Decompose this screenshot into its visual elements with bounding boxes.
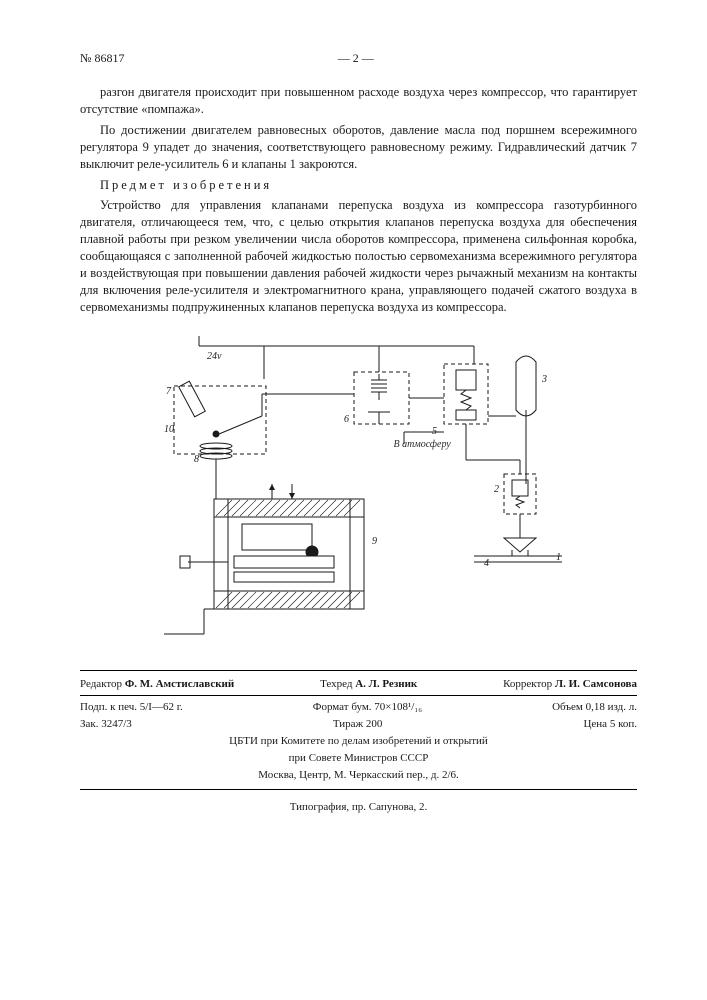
svg-text:24v: 24v	[207, 351, 222, 362]
techred: Техред А. Л. Резник	[320, 677, 417, 692]
corrector: Корректор Л. И. Самсонова	[503, 677, 637, 692]
svg-text:6: 6	[344, 414, 349, 425]
typography-line: Типография, пр. Сапунова, 2.	[80, 800, 637, 815]
svg-text:10: 10	[164, 424, 174, 435]
svg-text:2: 2	[494, 484, 499, 495]
svg-text:4: 4	[484, 558, 489, 569]
svg-text:3: 3	[541, 374, 547, 385]
tirazh: Тираж 200	[333, 717, 383, 732]
order-num: Зак. 3247/3	[80, 717, 132, 732]
schematic-diagram: 24v	[144, 334, 574, 644]
org-line-1: ЦБТИ при Комитете по делам изобретений и…	[80, 734, 637, 749]
page-number: — 2 —	[338, 50, 374, 66]
doc-number: № 86817	[80, 50, 124, 66]
editor: Редактор Ф. М. Амстиславский	[80, 677, 234, 692]
price: Цена 5 коп.	[583, 717, 637, 732]
org-line-2: при Совете Министров СССР	[80, 751, 637, 766]
org-address: Москва, Центр, М. Черкасский пер., д. 2/…	[80, 768, 637, 783]
svg-text:8: 8	[194, 454, 199, 465]
atmosphere-label: В атмосферу	[394, 438, 451, 452]
format: Формат бум. 70×108¹/₁₆	[313, 700, 422, 715]
volume: Объем 0,18 изд. л.	[552, 700, 637, 715]
body-text: разгон двигателя происходит при повышенн…	[80, 84, 637, 315]
paragraph-1: разгон двигателя происходит при повышенн…	[80, 84, 637, 118]
patent-page: № 86817 — 2 — разгон двигателя происходи…	[0, 0, 707, 1000]
svg-text:9: 9	[372, 536, 377, 547]
sign-date: Подп. к печ. 5/I—62 г.	[80, 700, 183, 715]
svg-text:1: 1	[556, 552, 561, 563]
imprint-block: Редактор Ф. М. Амстиславский Техред А. Л…	[80, 670, 637, 790]
page-header: № 86817 — 2 —	[80, 50, 637, 66]
svg-text:7: 7	[166, 386, 172, 397]
section-title: Предмет изобретения	[80, 177, 637, 194]
svg-text:5: 5	[432, 426, 437, 437]
paragraph-2: По достижении двигателем равновесных обо…	[80, 122, 637, 173]
claim-paragraph: Устройство для управления клапанами пере…	[80, 197, 637, 315]
